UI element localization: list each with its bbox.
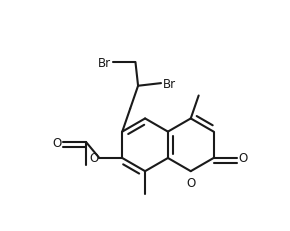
Text: O: O xyxy=(187,176,196,189)
Text: O: O xyxy=(52,136,61,149)
Text: O: O xyxy=(238,152,248,165)
Text: Br: Br xyxy=(97,56,111,69)
Text: O: O xyxy=(89,152,98,165)
Text: Br: Br xyxy=(163,77,176,90)
